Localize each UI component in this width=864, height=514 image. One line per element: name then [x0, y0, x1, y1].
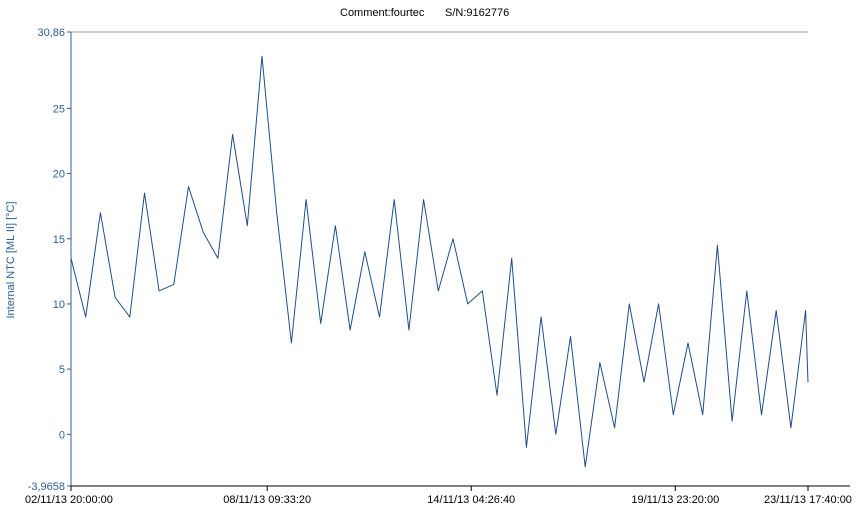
- y-tick-label: 5: [59, 364, 65, 376]
- y-tick-label: 30,86: [37, 27, 65, 39]
- x-tick-label: 08/11/13 09:33:20: [223, 494, 311, 506]
- series-line: [70, 55, 809, 468]
- y-tick-label: 15: [53, 234, 65, 246]
- x-tick-label: 19/11/13 23:20:00: [631, 494, 719, 506]
- x-tick-label: 23/11/13 17:40:00: [764, 494, 852, 506]
- y-tick-label: 10: [53, 299, 65, 311]
- x-tick-label: 14/11/13 04:26:40: [427, 494, 515, 506]
- y-tick-label: 0: [59, 429, 65, 441]
- series-group: [70, 55, 809, 468]
- x-axis-ticks: 02/11/13 20:00:00 08/11/13 09:33:20 14/11/…: [25, 486, 852, 506]
- y-axis-label: Internal NTC [ML II] [°C]: [5, 201, 17, 318]
- x-tick-label: 02/11/13 20:00:00: [25, 494, 113, 506]
- y-axis-ticks: 30,86 25 20 15 10 5 0 -3,9658: [28, 27, 71, 493]
- serial-number-label: S/N:9162776: [445, 7, 509, 19]
- comment-label: Comment:fourtec: [340, 7, 425, 19]
- y-tick-label: 25: [53, 103, 65, 115]
- y-tick-label: 20: [53, 169, 65, 181]
- y-tick-label: -3,9658: [28, 481, 65, 493]
